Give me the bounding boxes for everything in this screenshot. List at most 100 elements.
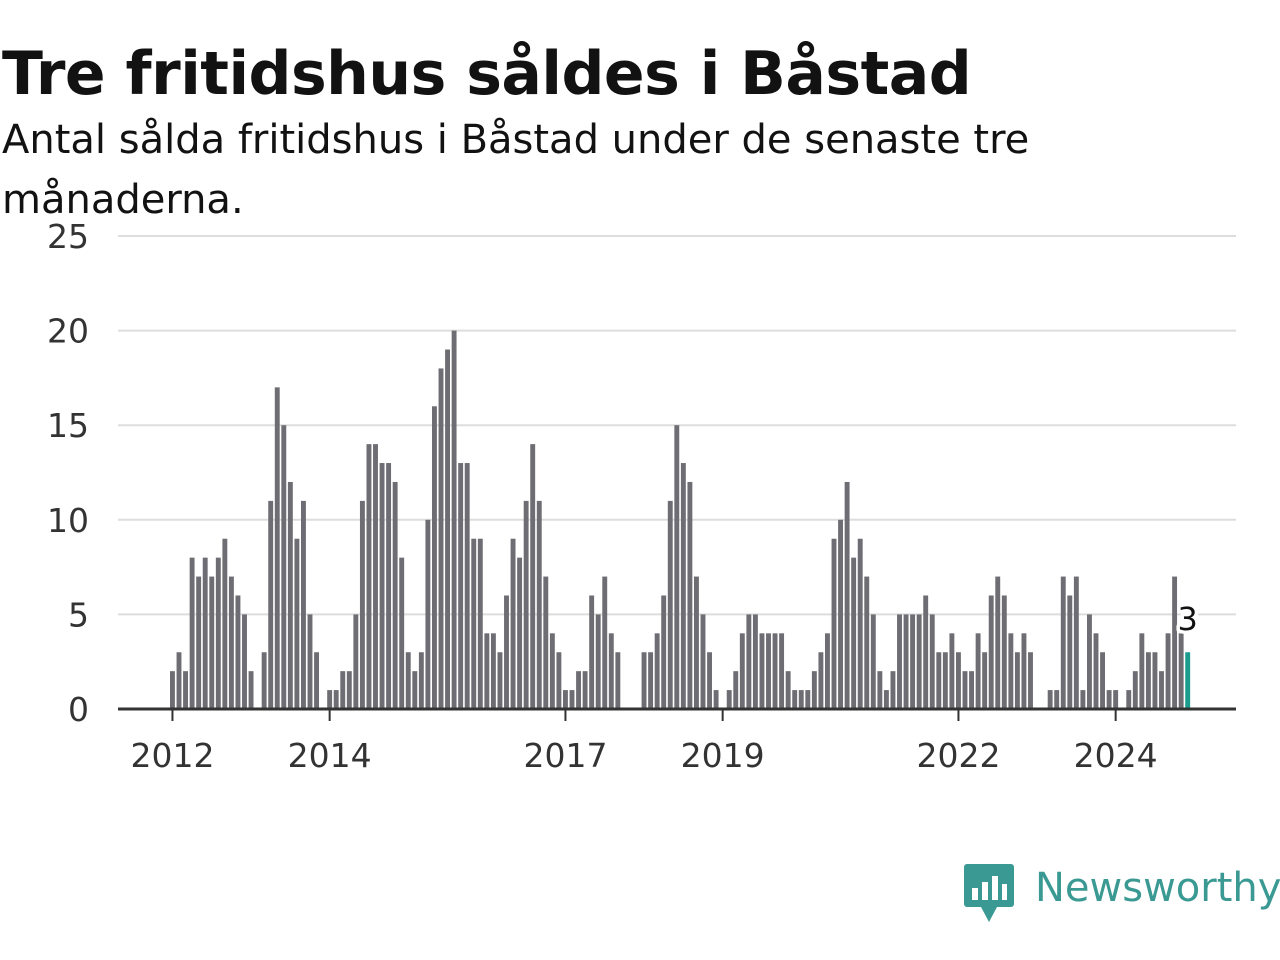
- bar: [956, 652, 961, 709]
- chart-title: Tre fritidshus såldes i Båstad: [2, 39, 972, 109]
- bar: [818, 652, 824, 709]
- bar: [340, 671, 346, 709]
- bar: [851, 557, 857, 709]
- bar: [903, 614, 909, 709]
- brand-name: Newsworthy: [1035, 865, 1280, 911]
- bar: [353, 614, 359, 709]
- bar: [1152, 652, 1158, 709]
- bar: [1126, 690, 1132, 709]
- bar: [694, 576, 699, 709]
- bar: [1132, 671, 1138, 709]
- bar: [471, 538, 477, 709]
- bar: [936, 652, 942, 709]
- bar: [307, 614, 313, 709]
- bar: [962, 671, 968, 709]
- bar: [366, 444, 372, 709]
- bar: [536, 500, 542, 709]
- bar: [779, 633, 785, 709]
- bar: [386, 463, 392, 709]
- newsworthy-logo-icon: [964, 864, 1014, 922]
- bar: [432, 406, 437, 709]
- bar: [1008, 633, 1014, 709]
- bar: [811, 671, 817, 709]
- bar: [451, 330, 457, 709]
- bar: [615, 652, 621, 709]
- bar: [700, 614, 706, 709]
- bar: [235, 595, 241, 709]
- bar: [654, 633, 660, 709]
- bar: [1047, 690, 1053, 709]
- bar: [543, 576, 549, 709]
- bar: [294, 538, 300, 709]
- highlight-value-label: 3: [1178, 600, 1198, 638]
- y-tick-label: 25: [47, 217, 89, 256]
- bar: [1001, 595, 1007, 709]
- bar: [438, 368, 444, 709]
- bar: [602, 576, 608, 709]
- bar: [392, 481, 398, 709]
- bar: [883, 690, 889, 709]
- bar: [792, 690, 798, 709]
- bar: [1172, 576, 1178, 709]
- y-tick-label: 15: [47, 406, 89, 445]
- bar: [1145, 652, 1151, 709]
- bar: [569, 690, 575, 709]
- bar: [1159, 671, 1164, 709]
- bar: [209, 576, 215, 709]
- bar: [1113, 690, 1119, 709]
- bar: [772, 633, 778, 709]
- bar: [477, 538, 483, 709]
- bar: [589, 595, 595, 709]
- bar: [176, 652, 182, 709]
- bar: [1067, 595, 1073, 709]
- bar: [215, 557, 221, 709]
- bar: [268, 500, 274, 709]
- bar: [248, 671, 254, 709]
- newsworthy-logo: Newsworthy: [963, 862, 1280, 926]
- bar: [359, 500, 365, 709]
- bar: [346, 671, 352, 709]
- bar: [556, 652, 562, 709]
- bar: [687, 481, 693, 709]
- bar: [713, 690, 719, 709]
- axes: [118, 707, 1236, 721]
- bar: [183, 671, 188, 709]
- bar: [189, 557, 195, 709]
- bar: [969, 671, 974, 709]
- bar: [746, 614, 752, 709]
- bar: [949, 633, 955, 709]
- bar: [425, 519, 431, 709]
- bar: [1093, 633, 1099, 709]
- labels: 0 5 10 15 20 25 2012 2014 2017 2019 2022 2024 3: [47, 217, 1201, 775]
- bar: [373, 444, 378, 709]
- bar: [445, 349, 450, 709]
- bar: [490, 633, 496, 709]
- bar: [333, 690, 339, 709]
- bar: [1021, 633, 1027, 709]
- bar: [523, 500, 529, 709]
- bar: [196, 576, 202, 709]
- y-tick-label: 10: [47, 501, 89, 540]
- bar: [595, 614, 601, 709]
- bar: [988, 595, 994, 709]
- bar: [504, 595, 509, 709]
- bar: [549, 633, 555, 709]
- bar: [1028, 652, 1033, 709]
- bar: [995, 576, 1001, 709]
- bar: [831, 538, 837, 709]
- bar: [785, 671, 791, 709]
- bar: [1054, 690, 1060, 709]
- bar: [864, 576, 870, 709]
- highlighted-bar: [1185, 652, 1191, 709]
- bar: [641, 652, 647, 709]
- x-tick-label: 2014: [288, 736, 372, 775]
- bar: [942, 652, 948, 709]
- bar: [667, 500, 673, 709]
- bar: [661, 595, 667, 709]
- bar: [530, 444, 536, 709]
- bar: [877, 671, 883, 709]
- bar: [608, 633, 614, 709]
- x-tick-label: 2012: [130, 736, 214, 775]
- bar: [910, 614, 916, 709]
